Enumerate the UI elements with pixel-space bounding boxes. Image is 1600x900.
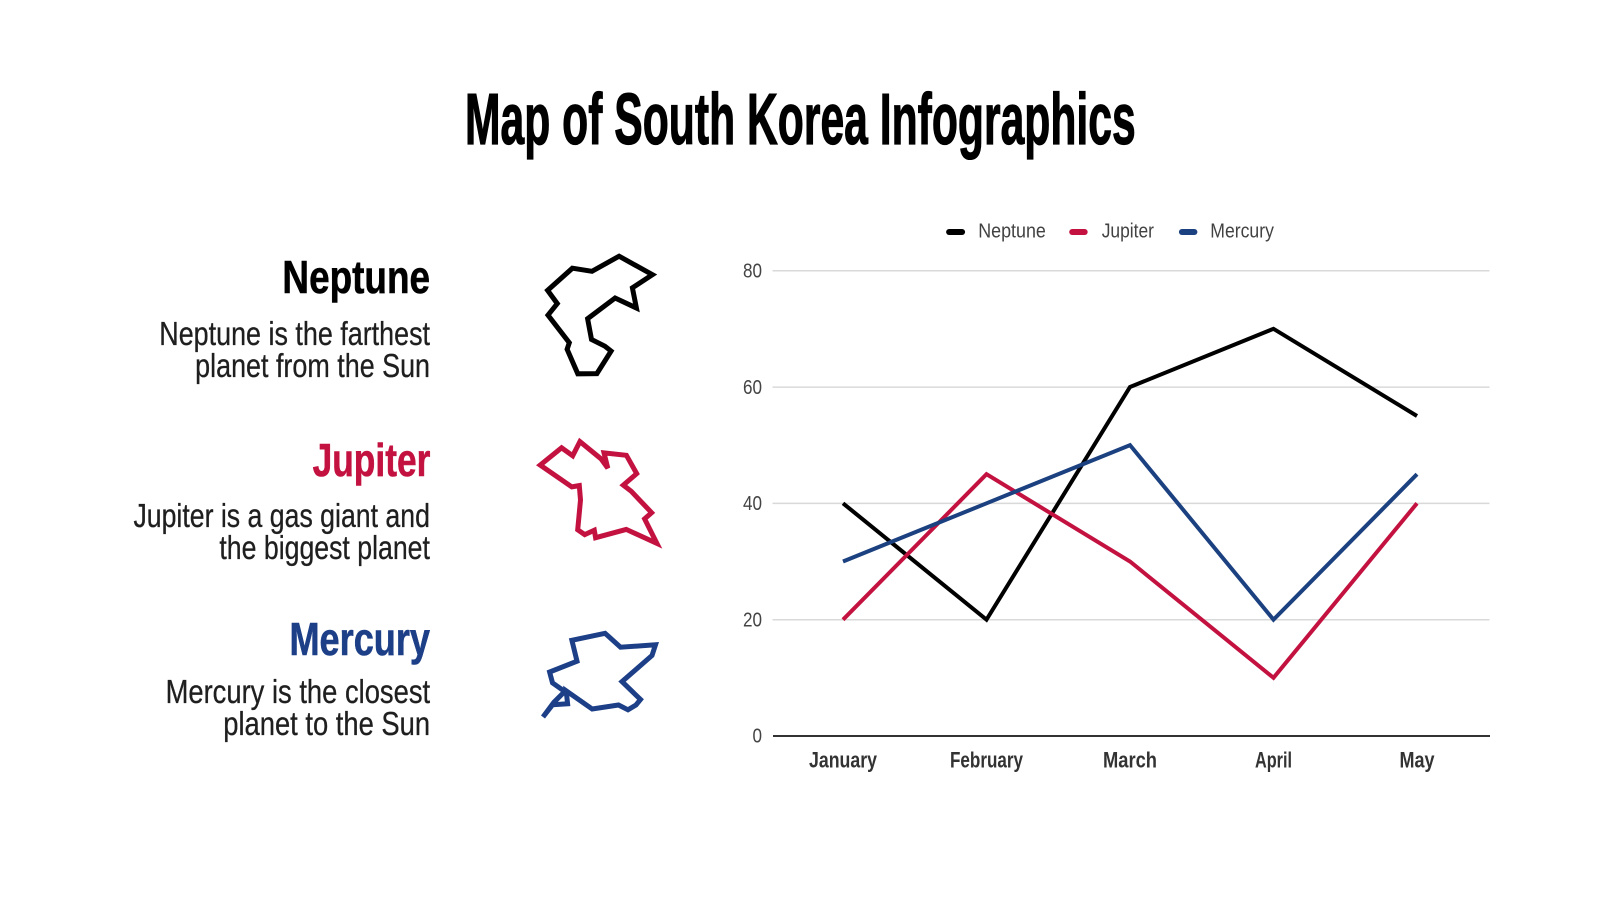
svg-text:February: February — [950, 748, 1024, 773]
svg-text:Jupiter: Jupiter — [1102, 220, 1155, 242]
svg-text:80: 80 — [743, 261, 762, 283]
svg-text:40: 40 — [743, 493, 762, 515]
svg-text:Neptune: Neptune — [978, 220, 1046, 242]
svg-text:May: May — [1400, 748, 1436, 773]
svg-text:April: April — [1255, 748, 1292, 773]
svg-text:60: 60 — [743, 377, 762, 399]
svg-text:Mercury: Mercury — [1210, 220, 1274, 242]
svg-text:January: January — [809, 748, 878, 773]
svg-text:0: 0 — [753, 726, 763, 748]
svg-text:20: 20 — [743, 609, 762, 631]
svg-text:March: March — [1103, 748, 1157, 773]
